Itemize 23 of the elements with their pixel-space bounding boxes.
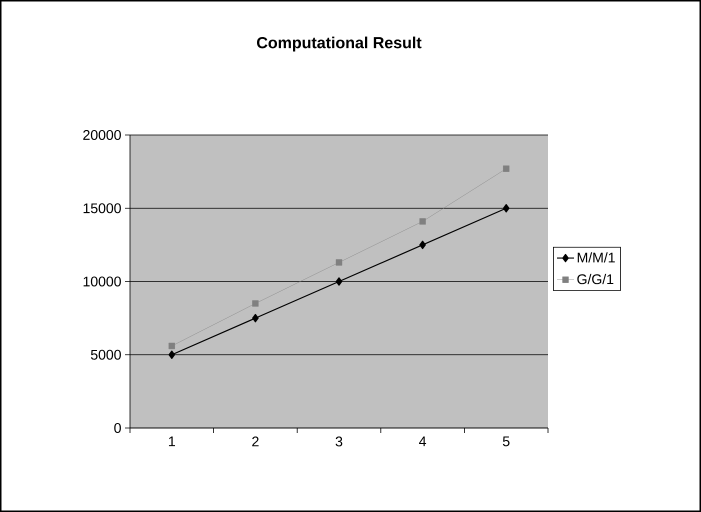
point bbox=[419, 240, 426, 250]
y-tick-label: 20000 bbox=[83, 130, 121, 140]
point bbox=[336, 277, 342, 286]
x-tick-label: 2 bbox=[252, 436, 259, 446]
point bbox=[252, 300, 259, 307]
x-tick-label: 3 bbox=[336, 436, 342, 446]
point bbox=[336, 259, 342, 266]
legend-label: G/G/1 bbox=[577, 274, 614, 284]
y-tick-label: 5000 bbox=[90, 350, 121, 360]
y-tick-label: 0 bbox=[114, 423, 121, 433]
point bbox=[168, 342, 175, 350]
y-tick-label: 15000 bbox=[84, 203, 121, 214]
point bbox=[502, 204, 510, 212]
point bbox=[419, 218, 426, 225]
y-tick-label: 10000 bbox=[84, 276, 121, 286]
point bbox=[252, 314, 259, 322]
x-tick-label: 5 bbox=[502, 436, 510, 446]
chart-title: Computational Result bbox=[256, 36, 422, 52]
x-tick-label: 1 bbox=[168, 436, 176, 446]
point bbox=[168, 350, 176, 359]
x-tick-label: 4 bbox=[419, 436, 426, 446]
point bbox=[503, 165, 510, 172]
legend-label: M/M/1 bbox=[578, 252, 615, 263]
